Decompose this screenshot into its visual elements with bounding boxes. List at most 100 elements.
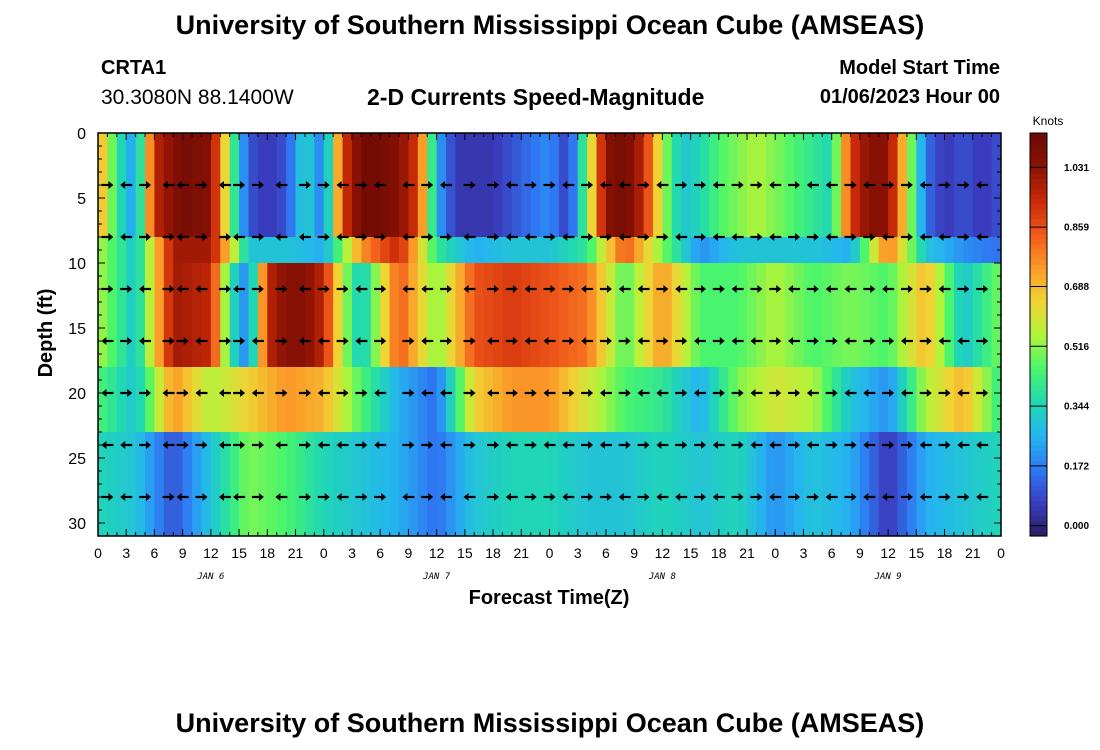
heat-cell <box>276 367 287 433</box>
colorbar-segment <box>1030 304 1047 310</box>
heat-cell <box>737 263 748 368</box>
current-arrow <box>731 233 744 241</box>
heat-cell <box>455 432 466 536</box>
heat-cell <box>107 237 118 264</box>
heat-cell <box>944 237 955 264</box>
current-arrow <box>844 285 857 293</box>
colorbar-segment <box>1030 374 1047 381</box>
current-arrow <box>162 285 175 293</box>
heat-cell <box>803 263 814 368</box>
current-arrow <box>562 181 575 189</box>
current-arrow <box>355 493 368 501</box>
colorbar-segment <box>1030 143 1047 149</box>
current-arrow <box>919 181 932 189</box>
heat-cell <box>878 263 889 368</box>
current-arrow <box>750 389 763 397</box>
heat-cell <box>511 367 522 433</box>
current-arrow <box>275 181 288 189</box>
heat-cell <box>803 237 814 264</box>
heat-cell <box>267 237 278 264</box>
heat-cell <box>775 367 786 433</box>
current-arrow <box>162 337 175 345</box>
heat-cell <box>483 237 494 264</box>
colorbar-segment <box>1030 329 1047 336</box>
heat-cell <box>540 367 551 433</box>
heat-cell <box>558 367 569 433</box>
x-tick-label: 6 <box>376 545 384 561</box>
station-id: CRTA1 <box>101 57 167 79</box>
heat-cell <box>812 432 823 536</box>
current-arrow <box>938 389 951 397</box>
heat-cell <box>859 263 870 368</box>
heat-cell <box>765 263 776 368</box>
current-arrow <box>298 337 311 345</box>
colorbar-segment <box>1030 148 1047 154</box>
x-tick-label: 15 <box>909 545 925 561</box>
heat-cell <box>399 432 410 536</box>
current-arrow <box>863 389 876 397</box>
heat-cell <box>812 263 823 368</box>
heat-cell <box>568 367 579 433</box>
heat-cell <box>464 263 475 368</box>
heat-cell <box>521 263 532 368</box>
current-arrow <box>731 493 744 501</box>
heat-cell <box>210 263 221 368</box>
heat-cell <box>662 432 673 536</box>
colorbar-segment <box>1030 399 1047 406</box>
y-tick-label: 0 <box>77 126 86 143</box>
current-arrow <box>750 181 763 189</box>
current-arrow <box>957 233 970 241</box>
current-arrow <box>788 337 801 345</box>
heat-cell <box>935 263 946 368</box>
current-arrow <box>402 389 415 397</box>
colorbar-tick-label: 1.031 <box>1064 163 1089 174</box>
heat-cell <box>605 432 616 536</box>
x-tick-label: 15 <box>683 545 699 561</box>
current-arrow <box>298 285 311 293</box>
heat-cell <box>370 432 381 536</box>
current-arrow <box>275 337 288 345</box>
current-arrow <box>712 389 725 397</box>
current-arrow <box>882 285 895 293</box>
heat-cell <box>304 432 315 536</box>
heat-cell <box>323 237 334 264</box>
heat-cell <box>210 133 221 238</box>
current-arrow <box>694 233 706 241</box>
heat-cell <box>634 367 645 433</box>
heat-cell <box>304 237 315 264</box>
x-tick-label: 3 <box>122 545 130 561</box>
current-arrow <box>957 285 970 293</box>
current-arrow <box>505 233 518 241</box>
current-arrow <box>440 233 453 241</box>
x-tick-label: 3 <box>348 545 356 561</box>
current-arrow <box>374 493 387 501</box>
heat-cell <box>417 263 428 368</box>
current-arrow <box>694 181 706 189</box>
heat-cell <box>953 367 964 433</box>
heat-cell <box>700 237 711 264</box>
heat-cell <box>812 237 823 264</box>
heat-cell <box>351 237 362 264</box>
colorbar-segment <box>1030 238 1047 245</box>
current-arrow <box>900 389 913 397</box>
current-arrow <box>463 181 476 189</box>
current-arrow <box>863 233 876 241</box>
heat-cell <box>963 263 974 368</box>
current-arrow <box>355 337 368 345</box>
current-arrow <box>251 441 264 449</box>
heat-cell <box>822 367 833 433</box>
current-arrow <box>298 233 311 241</box>
colorbar: 0.000 0.172 0.344 0.516 0.688 0.859 1.031 <box>1029 132 1089 537</box>
current-arrow <box>463 285 476 293</box>
heat-cell <box>634 263 645 368</box>
heat-cell <box>173 263 184 368</box>
heat-cell <box>98 432 109 536</box>
heat-cell <box>935 367 946 433</box>
current-arrow <box>298 181 311 189</box>
heat-cell <box>126 367 137 433</box>
current-arrow <box>139 337 152 345</box>
heat-cell <box>822 237 833 264</box>
heat-cell <box>765 432 776 536</box>
current-arrow <box>139 285 152 293</box>
heat-cell <box>718 367 729 433</box>
